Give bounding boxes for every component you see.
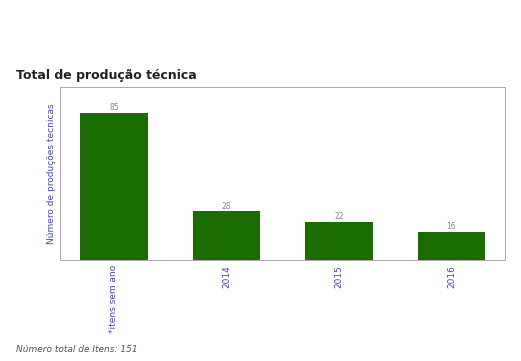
Bar — [80, 113, 147, 260]
Y-axis label: Número de produções tecnicas: Número de produções tecnicas — [47, 103, 56, 244]
Text: 22: 22 — [334, 212, 344, 221]
Text: Número total de Itens: 151: Número total de Itens: 151 — [16, 345, 137, 354]
Bar — [193, 212, 260, 260]
Bar — [305, 222, 373, 260]
Text: 28: 28 — [221, 201, 231, 210]
Text: 16: 16 — [446, 222, 456, 231]
Text: 85: 85 — [109, 103, 119, 112]
Text: Total de produção técnica: Total de produção técnica — [16, 69, 196, 82]
Bar — [418, 232, 485, 260]
